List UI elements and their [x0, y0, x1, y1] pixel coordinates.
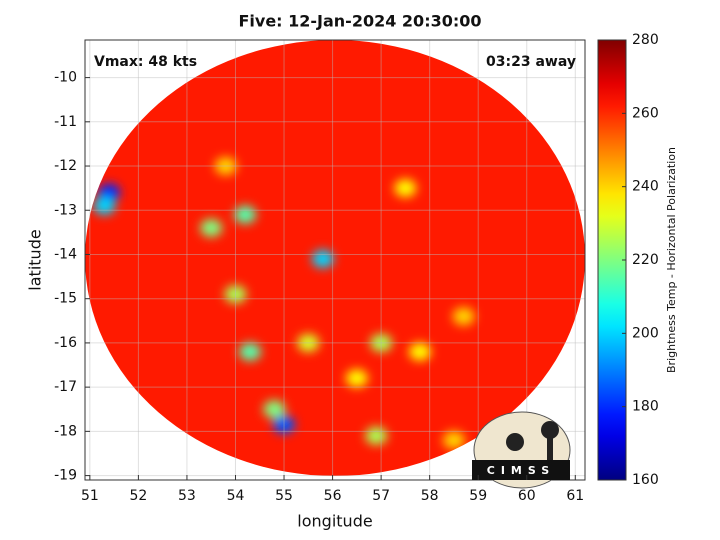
feature	[214, 157, 237, 176]
colorbar-tick-label: 160	[632, 472, 659, 488]
feature	[311, 249, 334, 268]
y-tick-label: -10	[54, 70, 77, 86]
x-tick-label: 52	[129, 488, 147, 504]
y-tick-label: -15	[54, 291, 77, 307]
grid	[85, 40, 585, 480]
logo-dish	[506, 433, 524, 451]
feature	[273, 415, 296, 434]
x-tick-label: 56	[324, 488, 342, 504]
feature	[224, 285, 247, 304]
x-tick-label: 59	[469, 488, 487, 504]
plot-frame	[84, 39, 586, 481]
feature	[263, 400, 286, 419]
x-tick-label: 60	[518, 488, 536, 504]
feature	[93, 196, 116, 215]
feature	[200, 218, 223, 237]
colorbar-tick-label: 180	[632, 399, 659, 415]
x-tick-label: 61	[566, 488, 584, 504]
y-tick-label: -12	[54, 158, 77, 174]
logo-band	[472, 460, 570, 480]
x-tick-label: 55	[275, 488, 293, 504]
colorbar-tick-label: 240	[632, 179, 659, 195]
y-tick-label: -13	[54, 202, 77, 218]
y-tick-label: -18	[54, 423, 77, 439]
colorbar	[597, 39, 627, 481]
logo-tower-leg	[547, 438, 553, 460]
annotation: Vmax: 48 kts	[94, 54, 197, 70]
y-tick-label: -17	[54, 379, 77, 395]
logo: CIMSS	[472, 411, 571, 489]
y-tick-label: -11	[54, 114, 77, 130]
y-tick-label: -16	[54, 335, 77, 351]
colorbar-tick-label: 220	[632, 252, 659, 268]
feature	[297, 333, 320, 352]
colorbar-tick-label: 260	[632, 105, 659, 121]
feature	[408, 342, 431, 361]
x-tick-label: 51	[81, 488, 99, 504]
feature	[394, 179, 417, 198]
features	[93, 157, 475, 450]
colorbar-tick-label: 280	[632, 32, 659, 48]
x-tick-label: 54	[227, 488, 245, 504]
x-tick-label: 53	[178, 488, 196, 504]
feature	[442, 431, 465, 450]
y-axis-label: latitude	[26, 229, 45, 290]
chart-title: Five: 12-Jan-2024 20:30:00	[238, 12, 481, 31]
feature	[452, 307, 475, 326]
swath-disk	[85, 40, 585, 476]
feature	[370, 333, 393, 352]
feature	[234, 205, 257, 224]
logo-text: CIMSS	[487, 464, 555, 477]
feature	[365, 426, 388, 445]
annotation: 03:23 away	[486, 54, 576, 70]
colorbar-tick-label: 200	[632, 325, 659, 341]
feature	[239, 342, 262, 361]
x-axis-label: longitude	[297, 512, 372, 531]
x-tick-label: 57	[372, 488, 390, 504]
y-tick-label: -14	[54, 246, 77, 262]
logo-tower	[541, 421, 559, 439]
y-tick-label: -19	[54, 468, 77, 484]
x-tick-label: 58	[421, 488, 439, 504]
colorbar-label: Brightness Temp - Horizontal Polarizatio…	[665, 147, 678, 373]
feature	[345, 369, 368, 388]
